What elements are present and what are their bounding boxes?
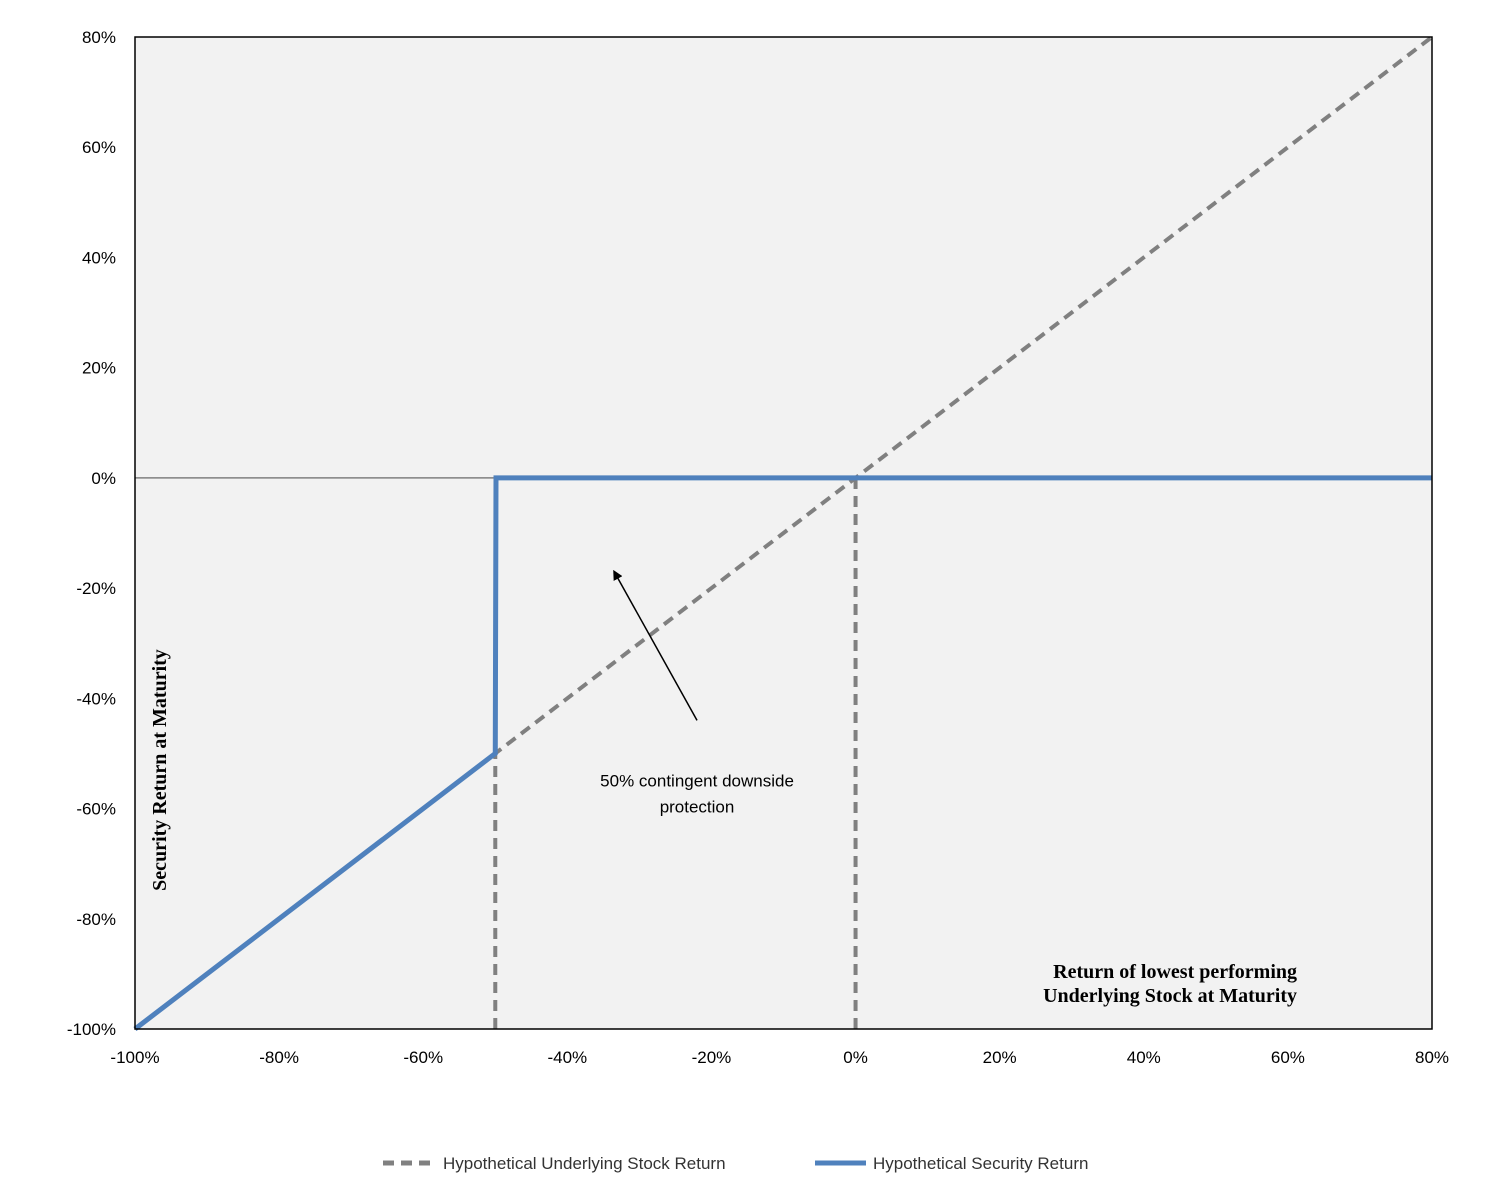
legend-label-underlying: Hypothetical Underlying Stock Return (443, 1154, 726, 1173)
x-tick-label: 20% (983, 1048, 1017, 1067)
annotation-text-line-2: protection (660, 798, 735, 817)
x-tick-label: 0% (843, 1048, 868, 1067)
x-tick-label: -40% (547, 1048, 587, 1067)
x-axis-title-line-1: Return of lowest performing (1053, 961, 1297, 983)
x-tick-label: -100% (110, 1048, 159, 1067)
x-tick-label: -20% (692, 1048, 732, 1067)
legend-label-security: Hypothetical Security Return (873, 1154, 1088, 1173)
y-axis-title: Security Return at Maturity (149, 649, 171, 891)
annotation-arrow (613, 569, 698, 721)
series-line-security (133, 475, 1432, 1031)
y-tick-label: -100% (67, 1020, 116, 1039)
legend: Hypothetical Underlying Stock Return Hyp… (383, 1154, 1088, 1173)
y-tick-label: 0% (91, 469, 116, 488)
y-tick-label: 20% (82, 359, 116, 378)
plot-border (134, 36, 1433, 1030)
y-tick-label: -40% (76, 689, 116, 708)
y-tick-label: 60% (82, 138, 116, 157)
x-tick-label: -60% (403, 1048, 443, 1067)
x-tick-label: 60% (1271, 1048, 1305, 1067)
x-tick-label: -80% (259, 1048, 299, 1067)
y-tick-label: -20% (76, 579, 116, 598)
x-tick-label: 40% (1127, 1048, 1161, 1067)
annotation-text-line-1: 50% contingent downside (600, 772, 794, 791)
y-tick-label: 80% (82, 28, 116, 47)
x-tick-label: 80% (1415, 1048, 1449, 1067)
y-tick-label: -80% (76, 910, 116, 929)
x-axis-title-line-2: Underlying Stock at Maturity (1043, 985, 1297, 1007)
y-tick-label: -60% (76, 800, 116, 819)
y-tick-label: 40% (82, 248, 116, 267)
